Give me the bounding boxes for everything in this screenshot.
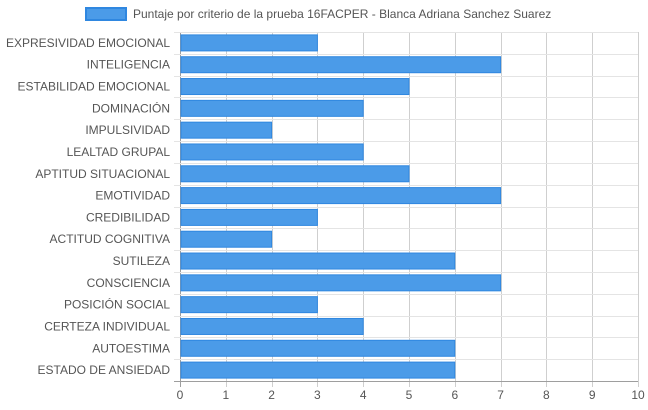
category-label: LEALTAD GRUPAL: [67, 145, 171, 159]
x-tick-label: 9: [589, 388, 596, 402]
category-label: IMPULSIVIDAD: [85, 123, 170, 137]
bar[interactable]: [180, 34, 318, 52]
category-label: ESTABILIDAD EMOCIONAL: [18, 80, 171, 94]
x-tick-labels: 0 1 2 3 4 5 6 7 8 9 10: [177, 388, 645, 402]
category-label: EXPRESIVIDAD EMOCIONAL: [6, 36, 170, 50]
category-label: CONSCIENCIA: [87, 276, 170, 290]
bar[interactable]: [180, 252, 456, 270]
bar[interactable]: [180, 208, 318, 226]
bar[interactable]: [180, 230, 273, 248]
x-tick-label: 7: [497, 388, 504, 402]
category-label: ESTADO DE ANSIEDAD: [38, 363, 171, 377]
bar[interactable]: [180, 187, 502, 205]
bars: [180, 34, 502, 379]
bar[interactable]: [180, 143, 364, 161]
x-tick-label: 4: [360, 388, 367, 402]
category-label: ACTITUD COGNITIVA: [50, 232, 170, 246]
category-label: EMOTIVIDAD: [95, 189, 170, 203]
category-label: DOMINACIÓN: [92, 100, 170, 115]
x-tick-label: 10: [631, 388, 645, 402]
bar[interactable]: [180, 78, 410, 96]
bar[interactable]: [180, 274, 502, 292]
bar[interactable]: [180, 165, 410, 183]
category-label: CERTEZA INDIVIDUAL: [44, 319, 170, 333]
x-tick-label: 8: [543, 388, 550, 402]
bar[interactable]: [180, 361, 456, 379]
x-tick-label: 2: [268, 388, 275, 402]
category-label: APTITUD SITUACIONAL: [35, 167, 170, 181]
legend-label: Puntaje por criterio de la prueba 16FACP…: [133, 7, 551, 21]
x-tick-label: 6: [451, 388, 458, 402]
category-label: SUTILEZA: [113, 254, 170, 268]
x-tick-label: 0: [177, 388, 184, 402]
category-label: AUTOESTIMA: [92, 341, 170, 355]
category-labels: EXPRESIVIDAD EMOCIONAL INTELIGENCIA ESTABI…: [6, 36, 170, 377]
legend[interactable]: Puntaje por criterio de la prueba 16FACP…: [85, 7, 551, 21]
bar[interactable]: [180, 317, 364, 335]
bar[interactable]: [180, 56, 502, 74]
x-tick-label: 3: [314, 388, 321, 402]
bar[interactable]: [180, 339, 456, 357]
x-tick-label: 1: [222, 388, 229, 402]
category-label: CREDIBILIDAD: [86, 210, 170, 224]
bar[interactable]: [180, 296, 318, 314]
category-label: POSICIÓN SOCIAL: [64, 297, 170, 312]
legend-swatch: [85, 7, 127, 21]
bar[interactable]: [180, 121, 273, 139]
bar[interactable]: [180, 99, 364, 117]
category-label: INTELIGENCIA: [87, 58, 170, 72]
x-tick-label: 5: [406, 388, 413, 402]
